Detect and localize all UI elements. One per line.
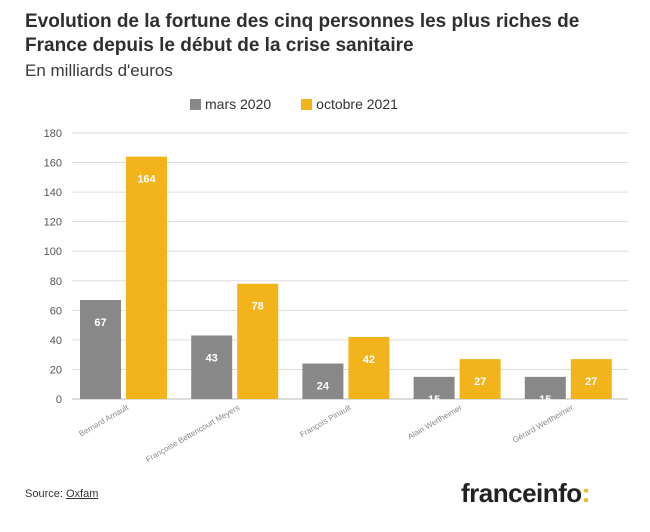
y-tick-label: 0: [56, 394, 62, 406]
source-label: Source:: [25, 488, 66, 500]
legend-swatch-octobre: [301, 98, 313, 110]
legend-item-mars: mars 2020: [190, 96, 271, 112]
chart-title: Evolution de la fortune des cinq personn…: [25, 11, 580, 56]
data-label: 67: [94, 317, 106, 329]
chart-subtitle: En milliards d'euros: [25, 61, 173, 80]
bar: [413, 376, 455, 399]
y-tick-label: 180: [44, 128, 62, 140]
data-label: 164: [137, 174, 156, 186]
data-label: 15: [539, 394, 551, 406]
y-tick-label: 100: [44, 246, 62, 258]
y-tick-label: 140: [44, 187, 62, 199]
bar: [570, 359, 612, 399]
source-note: Source: Oxfam: [25, 488, 98, 500]
bar: [459, 359, 501, 399]
data-label: 43: [206, 352, 218, 364]
x-tick-label: Françoise Bettencourt Meyers: [144, 403, 241, 464]
data-label: 15: [428, 394, 440, 406]
legend: mars 2020 octobre 2021: [190, 96, 398, 112]
logo-colon: :: [581, 478, 591, 508]
source-link[interactable]: Oxfam: [65, 488, 99, 500]
franceinfo-logo: franceinfo:: [461, 478, 590, 509]
data-label: 42: [363, 354, 375, 366]
y-tick-label: 120: [44, 217, 62, 229]
y-tick-label: 20: [50, 364, 62, 376]
bar: [524, 376, 566, 399]
data-label: 27: [474, 376, 486, 388]
x-tick-label: Alain Wertheimer: [406, 403, 464, 442]
logo-text: franceinfo: [461, 478, 582, 508]
bar: [302, 363, 344, 399]
legend-label-mars: mars 2020: [205, 96, 272, 112]
y-tick-label: 80: [50, 276, 62, 288]
bar: [126, 156, 167, 399]
bar: [237, 283, 279, 399]
data-label: 27: [585, 376, 597, 388]
bar: [191, 335, 233, 399]
legend-item-octobre: octobre 2021: [301, 96, 398, 112]
x-tick-label: François Pinault: [298, 403, 353, 440]
bar-chart: 0 20 40 60 80 100 120 140 160 180 67 164 Bernard Arn…: [44, 128, 628, 464]
x-tick-label: Gérard Wertheimer: [511, 403, 575, 445]
data-label: 24: [317, 381, 330, 393]
legend-swatch-mars: [190, 98, 201, 110]
x-tick-label: Bernard Arnault: [77, 403, 130, 439]
legend-label-octobre: octobre 2021: [316, 96, 398, 112]
bar: [80, 299, 121, 399]
y-tick-label: 40: [50, 335, 62, 347]
y-tick-label: 60: [50, 305, 62, 317]
data-label: 78: [252, 301, 264, 313]
y-tick-label: 160: [44, 158, 62, 170]
bar: [348, 336, 390, 399]
